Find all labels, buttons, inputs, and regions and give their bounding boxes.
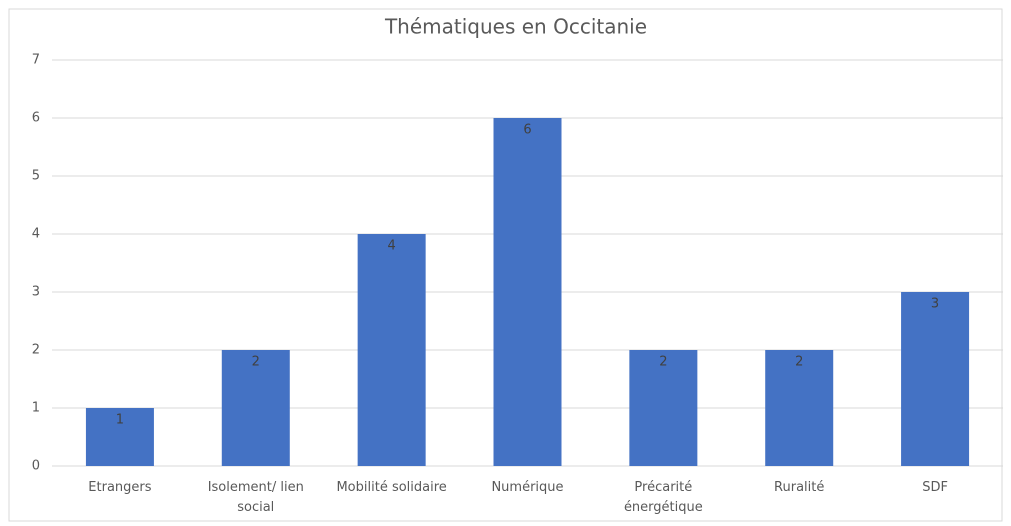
x-tick-label: Précarité énergétique — [623, 480, 703, 515]
y-tick-label: 6 — [32, 111, 40, 126]
x-tick-label: Isolement/ lien social — [207, 480, 304, 515]
data-label: 1 — [116, 413, 124, 428]
data-label: 2 — [252, 355, 260, 370]
x-tick-label: Mobilité solidaire — [336, 480, 447, 495]
bar — [493, 118, 562, 466]
chart-title: Thématiques en Occitanie — [384, 15, 647, 39]
data-label: 2 — [795, 355, 803, 370]
y-tick-label: 4 — [32, 227, 40, 242]
y-tick-label: 1 — [32, 401, 40, 416]
y-tick-label: 0 — [32, 459, 40, 474]
y-tick-label: 3 — [32, 285, 40, 300]
x-tick-label: Numérique — [491, 480, 564, 495]
x-tick-label: Ruralité — [774, 480, 825, 495]
bar — [765, 350, 834, 466]
data-label: 3 — [931, 297, 939, 312]
bar — [357, 234, 426, 466]
bar — [629, 350, 698, 466]
x-tick-label: Etrangers — [88, 480, 152, 495]
bar — [221, 350, 290, 466]
data-label: 6 — [523, 123, 531, 138]
bar — [901, 292, 970, 466]
y-tick-label: 7 — [32, 53, 40, 68]
x-tick-label: SDF — [922, 480, 948, 495]
data-label: 4 — [388, 239, 396, 254]
data-label: 2 — [659, 355, 667, 370]
y-tick-label: 2 — [32, 343, 40, 358]
bar — [85, 408, 154, 466]
y-tick-label: 5 — [32, 169, 40, 184]
